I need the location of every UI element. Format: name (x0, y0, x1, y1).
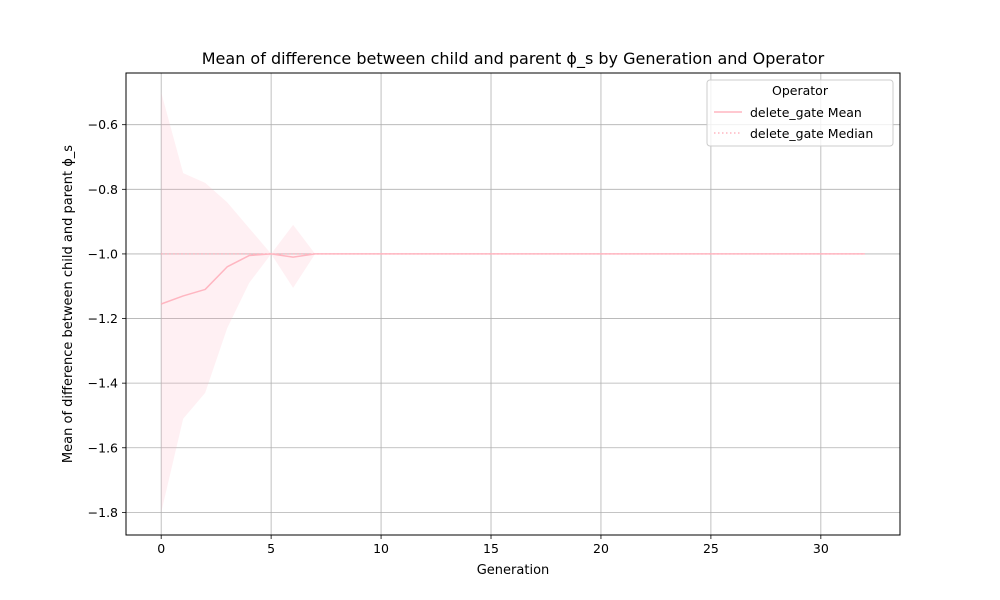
chart-title: Mean of difference between child and par… (202, 49, 825, 69)
y-tick-label: −1.4 (88, 376, 118, 391)
grid-lines (126, 73, 900, 535)
series-layer (160, 253, 865, 305)
legend-entry-mean: delete_gate Mean (750, 105, 862, 120)
x-tick-label: 5 (267, 541, 275, 556)
x-tick-label: 20 (593, 541, 609, 556)
legend-entry-median: delete_gate Median (750, 126, 873, 141)
y-axis-ticks: −1.8 −1.6 −1.4 −1.2 −1.0 −0.8 −0.6 (88, 117, 126, 520)
legend-box (706, 79, 894, 147)
y-tick-label: −0.6 (88, 117, 118, 132)
x-axis-ticks: 0 5 10 15 20 25 30 (157, 535, 829, 556)
x-axis-label: Generation (477, 563, 550, 578)
y-tick-label: −1.2 (88, 311, 118, 326)
legend: Operator delete_gate Mean delete_gate Me… (706, 79, 894, 147)
y-tick-label: −1.6 (88, 440, 118, 455)
x-tick-label: 30 (813, 541, 829, 556)
mean-line (160, 253, 865, 305)
y-tick-label: −1.8 (88, 505, 118, 520)
plot-frame (125, 72, 901, 536)
x-tick-label: 10 (373, 541, 389, 556)
legend-title: Operator (772, 83, 829, 98)
x-tick-label: 0 (157, 541, 165, 556)
x-tick-label: 25 (703, 541, 719, 556)
y-tick-label: −0.8 (88, 182, 118, 197)
x-tick-label: 15 (483, 541, 499, 556)
y-tick-label: −1.0 (88, 246, 118, 261)
y-axis-label: Mean of difference between child and par… (61, 145, 76, 463)
